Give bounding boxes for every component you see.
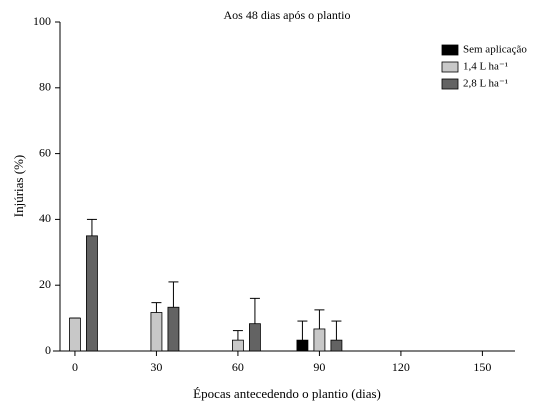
bar xyxy=(249,323,261,352)
x-tick-label: 150 xyxy=(473,360,491,374)
bar xyxy=(330,339,343,352)
legend-swatch xyxy=(441,61,459,73)
x-tick-label: 120 xyxy=(392,360,410,374)
bar xyxy=(232,339,244,352)
y-tick-label: 100 xyxy=(33,14,51,28)
y-tick-label: 80 xyxy=(39,80,51,94)
bar xyxy=(86,235,98,352)
x-tick-label: 60 xyxy=(232,360,244,374)
x-tick-label: 30 xyxy=(150,360,162,374)
legend-label: Sem aplicação xyxy=(463,44,527,56)
chart-title: Aos 48 dias após o plantio xyxy=(224,8,351,22)
bar xyxy=(313,328,326,352)
bar xyxy=(167,306,180,352)
bar xyxy=(150,312,163,352)
legend-swatch xyxy=(441,44,459,56)
y-tick-label: 20 xyxy=(39,277,51,291)
legend-swatch xyxy=(441,78,459,90)
x-tick-label: 0 xyxy=(72,360,78,374)
legend-label: 2,8 L ha⁻¹ xyxy=(463,78,508,90)
bar xyxy=(69,317,81,352)
y-tick-label: 0 xyxy=(45,343,51,357)
bar xyxy=(296,339,309,352)
y-tick-label: 40 xyxy=(39,211,51,225)
legend-label: 1,4 L ha⁻¹ xyxy=(463,61,508,73)
y-axis-label: Injúrias (%) xyxy=(11,155,26,217)
x-axis-label: Épocas antecedendo o plantio (dias) xyxy=(193,386,381,401)
y-tick-label: 60 xyxy=(39,145,51,159)
x-tick-label: 90 xyxy=(313,360,325,374)
